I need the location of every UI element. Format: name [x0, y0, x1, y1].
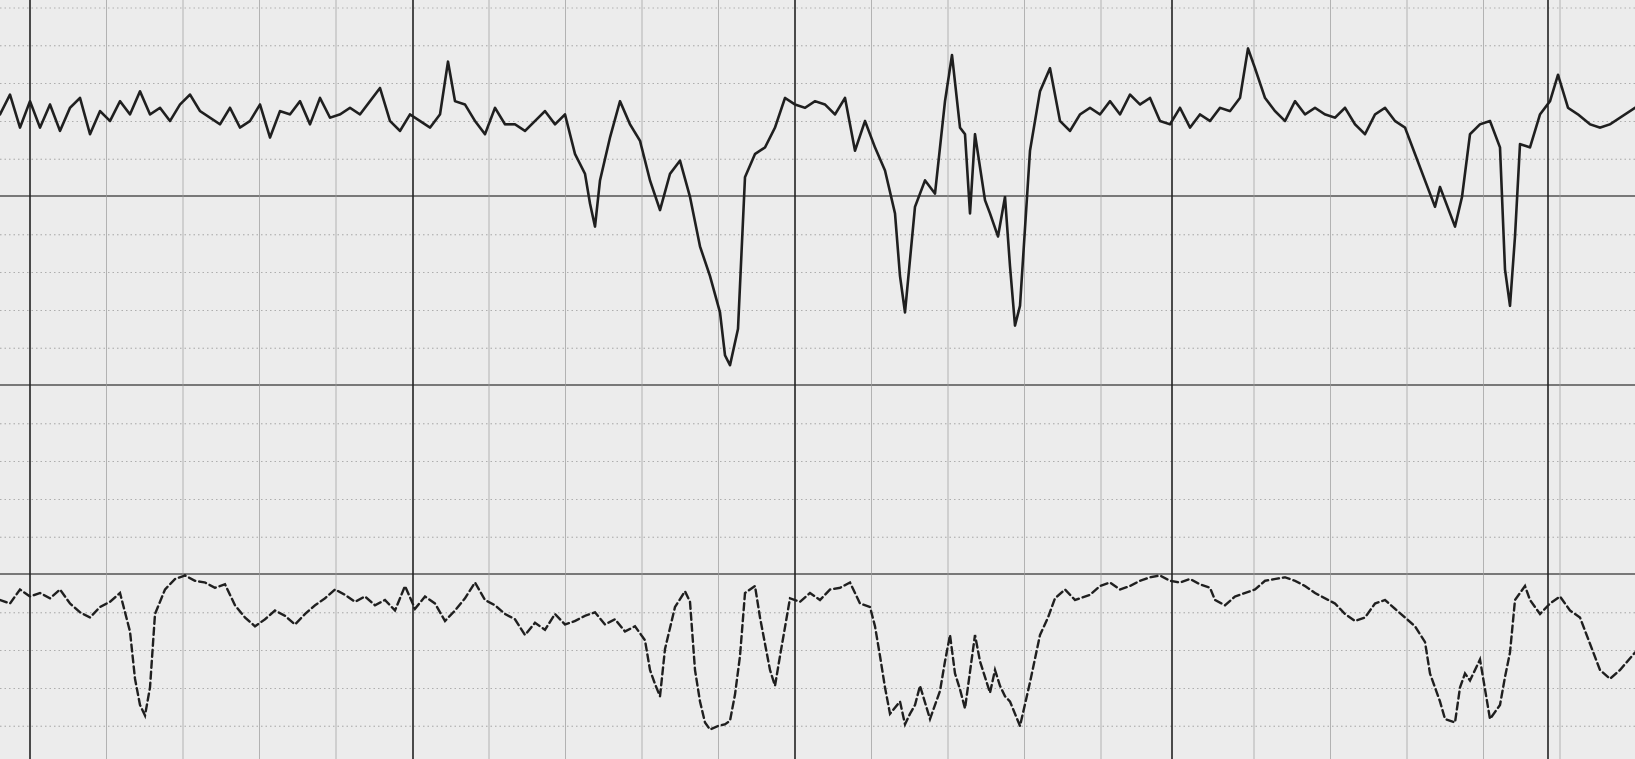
traces [0, 47, 1635, 731]
lower-trace-line [0, 574, 1635, 731]
upper-trace-line [0, 47, 1635, 367]
